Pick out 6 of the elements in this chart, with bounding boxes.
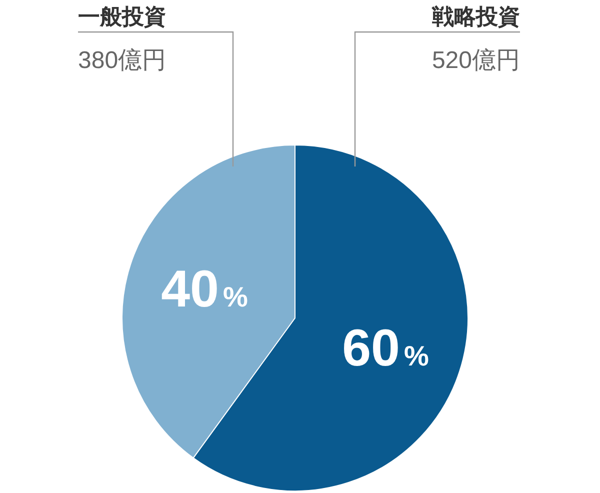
slice-label: 戦略投資: [431, 4, 520, 29]
data-label: 60%: [342, 319, 429, 378]
slice-label: 一般投資: [78, 4, 166, 29]
text: 520億円: [432, 47, 520, 74]
text: 380億円: [78, 47, 166, 74]
data-label: 40%: [161, 260, 248, 319]
